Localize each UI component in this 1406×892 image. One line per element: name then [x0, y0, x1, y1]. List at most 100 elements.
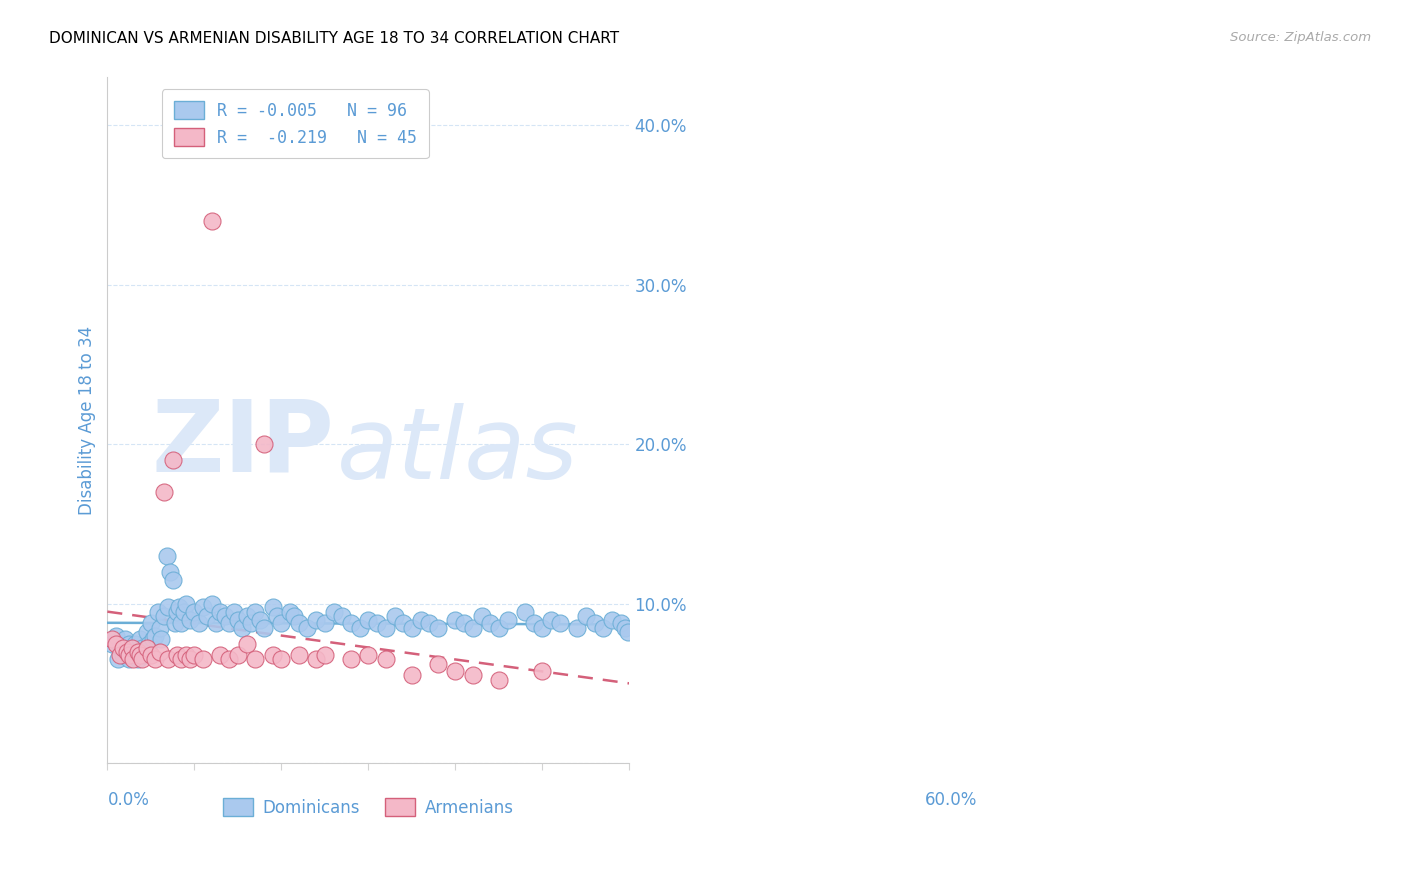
Point [496, 613, 519, 627]
Point [470, 609, 492, 624]
Point [583, 615, 606, 630]
Point [112, 648, 135, 662]
Point [115, 644, 138, 658]
Point [118, 648, 141, 662]
Point [143, 652, 166, 666]
Point [231, 621, 253, 635]
Point [149, 644, 172, 658]
Point [131, 641, 153, 656]
Point [488, 673, 510, 688]
Point [314, 648, 336, 662]
Point [143, 629, 166, 643]
Point [305, 613, 328, 627]
Point [105, 629, 128, 643]
Point [222, 605, 245, 619]
Point [226, 613, 249, 627]
Point [340, 652, 363, 666]
Point [249, 613, 271, 627]
Point [357, 613, 380, 627]
Point [531, 621, 554, 635]
Point [124, 636, 146, 650]
Point [616, 625, 638, 640]
Point [122, 652, 145, 666]
Point [139, 648, 162, 662]
Point [122, 648, 145, 662]
Point [453, 615, 475, 630]
Point [461, 668, 484, 682]
Point [567, 621, 589, 635]
Point [262, 648, 284, 662]
Point [100, 632, 122, 646]
Point [166, 648, 188, 662]
Point [262, 599, 284, 614]
Point [401, 668, 423, 682]
Point [278, 605, 301, 619]
Point [121, 641, 143, 656]
Y-axis label: Disability Age 18 to 34: Disability Age 18 to 34 [79, 326, 96, 515]
Point [239, 615, 262, 630]
Point [266, 609, 288, 624]
Point [540, 613, 562, 627]
Point [187, 615, 209, 630]
Point [153, 485, 176, 500]
Point [114, 632, 136, 646]
Point [288, 648, 311, 662]
Point [112, 641, 135, 656]
Point [374, 652, 396, 666]
Point [135, 641, 157, 656]
Point [201, 214, 224, 228]
Point [150, 632, 173, 646]
Point [531, 664, 554, 678]
Point [548, 615, 571, 630]
Point [118, 652, 141, 666]
Point [138, 636, 160, 650]
Point [418, 615, 440, 630]
Point [340, 615, 363, 630]
Point [392, 615, 415, 630]
Point [322, 605, 344, 619]
Point [600, 613, 623, 627]
Point [297, 621, 319, 635]
Point [270, 615, 292, 630]
Point [592, 621, 614, 635]
Point [146, 605, 169, 619]
Point [235, 609, 257, 624]
Text: Source: ZipAtlas.com: Source: ZipAtlas.com [1230, 31, 1371, 45]
Text: atlas: atlas [337, 402, 579, 500]
Point [139, 615, 162, 630]
Point [127, 652, 149, 666]
Text: DOMINICAN VS ARMENIAN DISABILITY AGE 18 TO 34 CORRELATION CHART: DOMINICAN VS ARMENIAN DISABILITY AGE 18 … [49, 31, 619, 46]
Point [427, 657, 450, 672]
Point [149, 621, 172, 635]
Point [357, 648, 380, 662]
Point [366, 615, 388, 630]
Point [214, 609, 236, 624]
Point [253, 437, 276, 451]
Point [444, 613, 467, 627]
Point [118, 636, 141, 650]
Point [129, 632, 152, 646]
Point [166, 605, 188, 619]
Point [575, 609, 598, 624]
Point [349, 621, 371, 635]
Text: 60.0%: 60.0% [925, 790, 977, 808]
Point [609, 615, 631, 630]
Point [174, 648, 197, 662]
Point [155, 549, 177, 563]
Point [131, 652, 153, 666]
Point [157, 652, 180, 666]
Point [235, 636, 257, 650]
Point [127, 644, 149, 658]
Point [153, 609, 176, 624]
Point [127, 644, 149, 658]
Point [201, 597, 224, 611]
Point [245, 605, 267, 619]
Point [159, 565, 181, 579]
Point [283, 609, 305, 624]
Point [614, 621, 637, 635]
Text: 0.0%: 0.0% [107, 790, 149, 808]
Point [100, 636, 122, 650]
Point [135, 625, 157, 640]
Point [157, 599, 180, 614]
Point [170, 615, 193, 630]
